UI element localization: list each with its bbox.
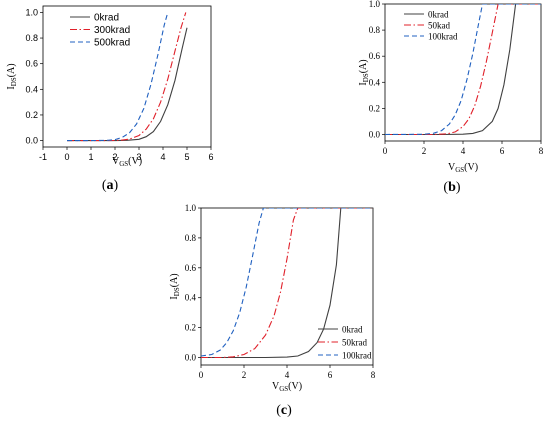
legend-label: 300krad [94,25,130,36]
legend-label: 100krad [428,32,458,42]
x-tick-label: 3 [136,152,141,162]
x-tick-label: 1 [88,152,93,162]
y-tick-label: 0.8 [369,25,381,35]
x-tick-label: 0 [199,370,204,380]
y-tick-label: 0.0 [185,353,197,363]
panel-label: (a) [102,178,119,193]
y-tick-label: 1.0 [25,7,38,17]
y-tick-label: 0.8 [25,33,38,43]
x-tick-label: 8 [539,146,544,156]
y-tick-label: 0.6 [185,263,197,273]
y-axis-label: IDS(A) [169,273,181,299]
legend-label: 100krad [342,351,372,361]
legend-label: 0krad [428,10,449,20]
y-tick-label: 0.8 [185,233,197,243]
series-line-500krad [67,12,169,142]
legend-label: 50krad [342,338,367,348]
x-tick-label: 4 [285,370,290,380]
series-line-0krad [201,208,373,359]
legend-label: 0krad [342,325,363,335]
y-tick-label: 0.2 [25,110,38,120]
y-tick-label: 0.0 [25,136,38,146]
y-axis-label: IDS(A) [6,63,18,89]
x-tick-label: 2 [112,152,117,162]
panel-label: (b) [443,180,460,195]
panel-label: (c) [276,403,292,418]
x-tick-label: 0 [64,152,69,162]
y-tick-label: 0.0 [369,129,381,139]
series-line-50krad [201,208,373,359]
series-line-0krad [385,4,541,136]
y-tick-label: 1.0 [185,203,197,213]
y-axis-label: IDS(A) [358,59,370,85]
y-tick-label: 0.6 [25,59,38,69]
y-tick-label: 1.0 [369,0,381,9]
x-tick-label: 5 [184,152,189,162]
series-line-300krad [67,12,187,142]
x-tick-label: -1 [39,152,47,162]
chart-panel-b: 0 2 4 6 8 0.0 0.2 0.4 0.6 0.8 1.0 0krad50kad100krad… [358,0,544,195]
y-tick-label: 0.4 [25,84,38,94]
legend-label: 50kad [428,21,450,31]
legend-label: 500krad [94,38,130,49]
x-axis-label: VGS(V) [272,381,302,393]
legend-label: 0krad [94,13,119,24]
y-tick-label: 0.4 [185,293,197,303]
series-line-100krad [385,4,541,136]
y-tick-label: 0.2 [185,323,196,333]
y-tick-label: 0.6 [369,51,381,61]
y-tick-label: 0.4 [369,77,381,87]
series-line-50kad [385,4,541,136]
x-axis-label: VGS(V) [112,156,142,168]
y-tick-label: 0.2 [369,103,380,113]
x-tick-label: 8 [371,370,376,380]
x-tick-label: 2 [242,370,247,380]
x-tick-label: 4 [461,146,466,156]
series-line-100krad [201,208,373,357]
x-axis-label: VGS(V) [448,162,478,174]
chart-panel-c: 0 2 4 6 8 0.0 0.2 0.4 0.6 0.8 1.0 0krad 50krad 100kra… [169,203,376,418]
x-tick-label: 6 [500,146,505,156]
x-tick-label: 6 [208,152,213,162]
x-tick-label: 0 [383,146,388,156]
x-tick-label: 6 [328,370,333,380]
plot-frame [42,5,212,148]
x-tick-label: 4 [160,152,165,162]
x-tick-label: 2 [422,146,427,156]
